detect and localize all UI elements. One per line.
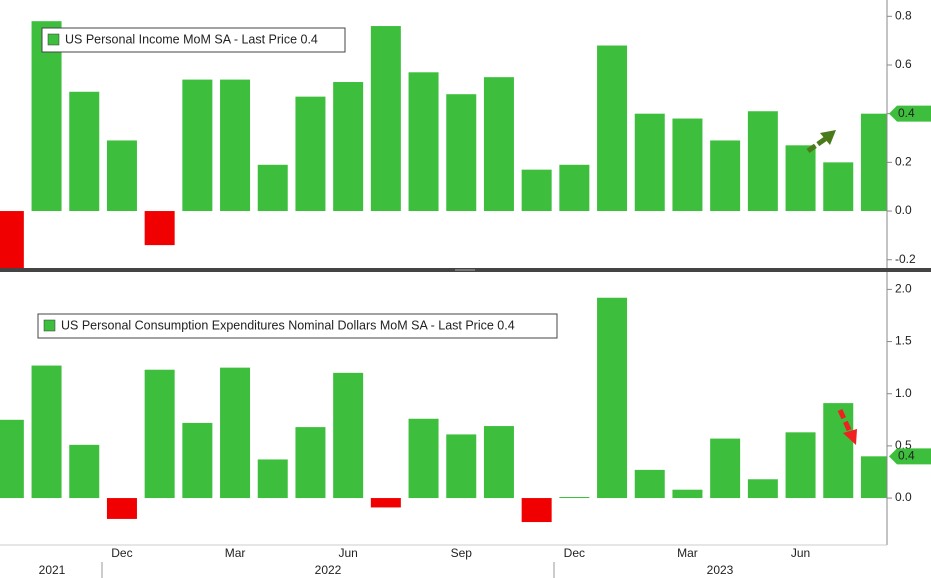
bar [333, 82, 364, 212]
bar [597, 297, 628, 499]
bar [106, 498, 137, 519]
bar [483, 77, 514, 212]
bar [710, 140, 741, 212]
year-label: 2022 [315, 563, 342, 577]
bar [408, 72, 439, 212]
bar [333, 372, 364, 499]
last-price-tag [889, 448, 931, 465]
y-tick-label: 0.2 [895, 155, 912, 169]
plot-top [0, 21, 887, 268]
y-tick-label: -0.2 [895, 252, 916, 266]
last-price-label: 0.4 [898, 448, 915, 462]
bar [446, 434, 477, 499]
bar [860, 113, 887, 212]
legend-swatch [47, 33, 60, 46]
y-tick-label: 1.5 [895, 334, 912, 348]
bar [106, 140, 137, 212]
y-tick-label: 0.6 [895, 57, 912, 71]
bar [31, 365, 62, 499]
legend-box [41, 27, 346, 53]
bar [860, 456, 887, 499]
legend-swatch [43, 319, 56, 332]
bar [370, 498, 401, 508]
bar [747, 111, 778, 212]
plot-bottom [0, 297, 887, 523]
x-tick-label: Sep [451, 546, 473, 560]
bar [182, 422, 213, 499]
bar [69, 444, 100, 499]
bar [747, 479, 778, 499]
bar [220, 79, 251, 212]
bar [31, 21, 62, 212]
year-label: 2023 [707, 563, 734, 577]
bar [144, 369, 175, 499]
last-price-label: 0.4 [898, 106, 915, 120]
x-tick-label: Dec [111, 546, 132, 560]
bar [634, 113, 665, 212]
bar [257, 459, 288, 499]
x-tick-label: Mar [677, 546, 698, 560]
y-tick-label: 1.0 [895, 386, 912, 400]
bar [220, 367, 251, 499]
bar [408, 418, 439, 499]
bar [823, 403, 854, 499]
bar [69, 91, 100, 212]
x-tick-label: Mar [225, 546, 246, 560]
bar [785, 432, 816, 499]
bar [257, 164, 288, 212]
bar [182, 79, 213, 212]
bar [597, 45, 628, 212]
y-tick-label: 2.0 [895, 282, 912, 296]
bar [295, 427, 326, 499]
bar [144, 211, 175, 246]
legend-box [37, 313, 558, 339]
bar [823, 162, 854, 212]
bar [295, 96, 326, 212]
bar [521, 169, 552, 212]
bar [0, 419, 24, 499]
legend-text: US Personal Consumption Expenditures Nom… [61, 318, 515, 332]
bar [483, 426, 514, 499]
y-tick-label: 0.0 [895, 490, 912, 504]
bar [370, 26, 401, 212]
legend-text: US Personal Income MoM SA - Last Price 0… [65, 32, 318, 46]
y-tick-label: 0.8 [895, 8, 912, 22]
bar [672, 489, 703, 499]
x-tick-label: Dec [564, 546, 585, 560]
bar [559, 497, 590, 499]
bar [785, 145, 816, 212]
year-label: 2021 [39, 563, 66, 577]
x-tick-label: Jun [791, 546, 810, 560]
bar [559, 164, 590, 212]
y-tick-label: 0.0 [895, 203, 912, 217]
bar [634, 469, 665, 499]
bar [0, 211, 24, 268]
bar [521, 498, 552, 523]
x-tick-label: Jun [338, 546, 357, 560]
last-price-tag [889, 105, 931, 122]
up-arrow [806, 130, 836, 154]
down-arrow [837, 408, 857, 445]
bar [710, 438, 741, 499]
bar [446, 94, 477, 212]
bar [672, 118, 703, 212]
